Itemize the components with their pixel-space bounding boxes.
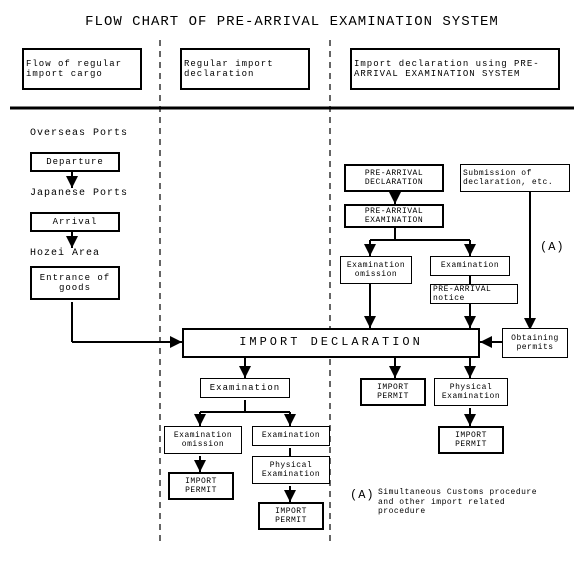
box-import-declaration: IMPORT DECLARATION: [182, 328, 480, 358]
box-import-permit-r2: IMPORT PERMIT: [438, 426, 504, 454]
box-exam-omission-r: Examination omission: [340, 256, 412, 284]
label-overseas-ports: Overseas Ports: [30, 128, 128, 140]
box-departure: Departure: [30, 152, 120, 172]
box-prearrival-declaration: PRE-ARRIVAL DECLARATION: [344, 164, 444, 192]
label-hozei-area: Hozei Area: [30, 248, 100, 260]
marker-A: (A): [540, 240, 565, 254]
header-prearrival-system: Import declaration using PRE-ARRIVAL EXA…: [350, 48, 560, 90]
box-arrival: Arrival: [30, 212, 120, 232]
footnote-text: Simultaneous Customs procedure and other…: [378, 488, 558, 517]
box-import-permit-r1: IMPORT PERMIT: [360, 378, 426, 406]
header-flow-cargo: Flow of regular import cargo: [22, 48, 142, 90]
box-entrance-goods: Entrance of goods: [30, 266, 120, 300]
box-examination2-b: Examination: [252, 426, 330, 446]
box-obtaining-permits: Obtaining permits: [502, 328, 568, 358]
box-submission: Submission of declaration, etc.: [460, 164, 570, 192]
box-examination-r: Examination: [430, 256, 510, 276]
page-title: FLOW CHART OF PRE-ARRIVAL EXAMINATION SY…: [0, 14, 584, 30]
label-japanese-ports: Japanese Ports: [30, 188, 128, 200]
box-physical-exam-b: Physical Examination: [252, 456, 330, 484]
box-physical-exam-r: Physical Examination: [434, 378, 508, 406]
box-import-permit-b2: IMPORT PERMIT: [258, 502, 324, 530]
box-examination-b: Examination: [200, 378, 290, 398]
box-import-permit-b1: IMPORT PERMIT: [168, 472, 234, 500]
box-prearrival-notice: PRE-ARRIVAL notice: [430, 284, 518, 304]
box-prearrival-exam: PRE-ARRIVAL EXAMINATION: [344, 204, 444, 228]
footnote-marker: (A): [350, 488, 375, 502]
box-exam-omission-b: Examination omission: [164, 426, 242, 454]
header-regular-import: Regular import declaration: [180, 48, 310, 90]
